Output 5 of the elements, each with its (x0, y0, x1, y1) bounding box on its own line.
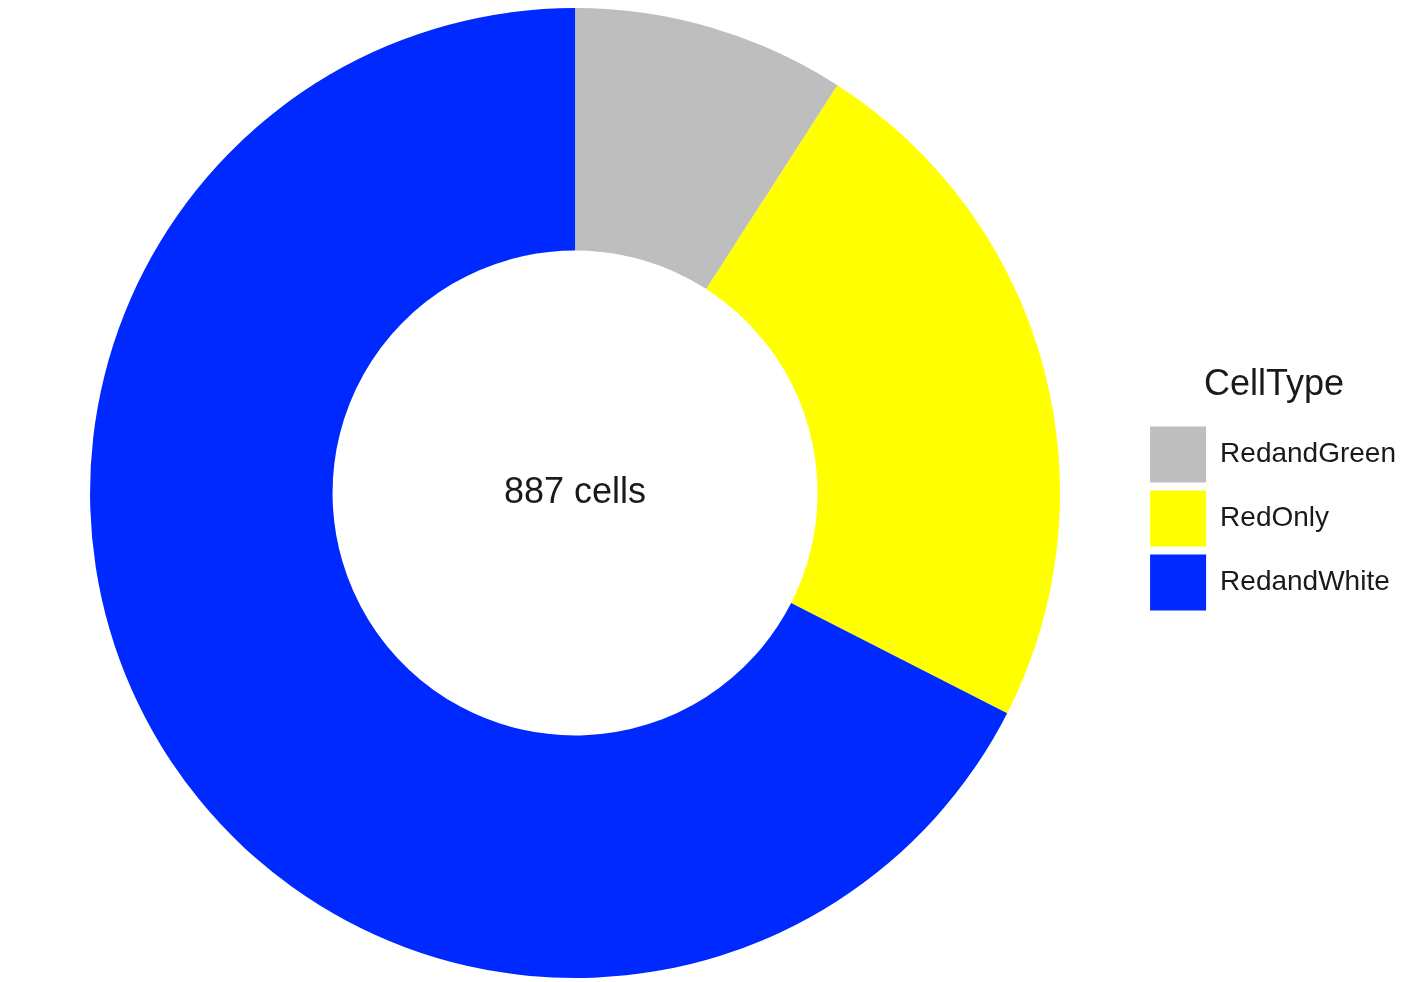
legend-label: RedOnly (1220, 501, 1330, 533)
legend-title: CellType (1204, 362, 1345, 404)
legend-label: RedandGreen (1220, 437, 1396, 469)
text: 887 cells (504, 469, 647, 511)
legend-label: RedandWhite (1220, 565, 1390, 597)
